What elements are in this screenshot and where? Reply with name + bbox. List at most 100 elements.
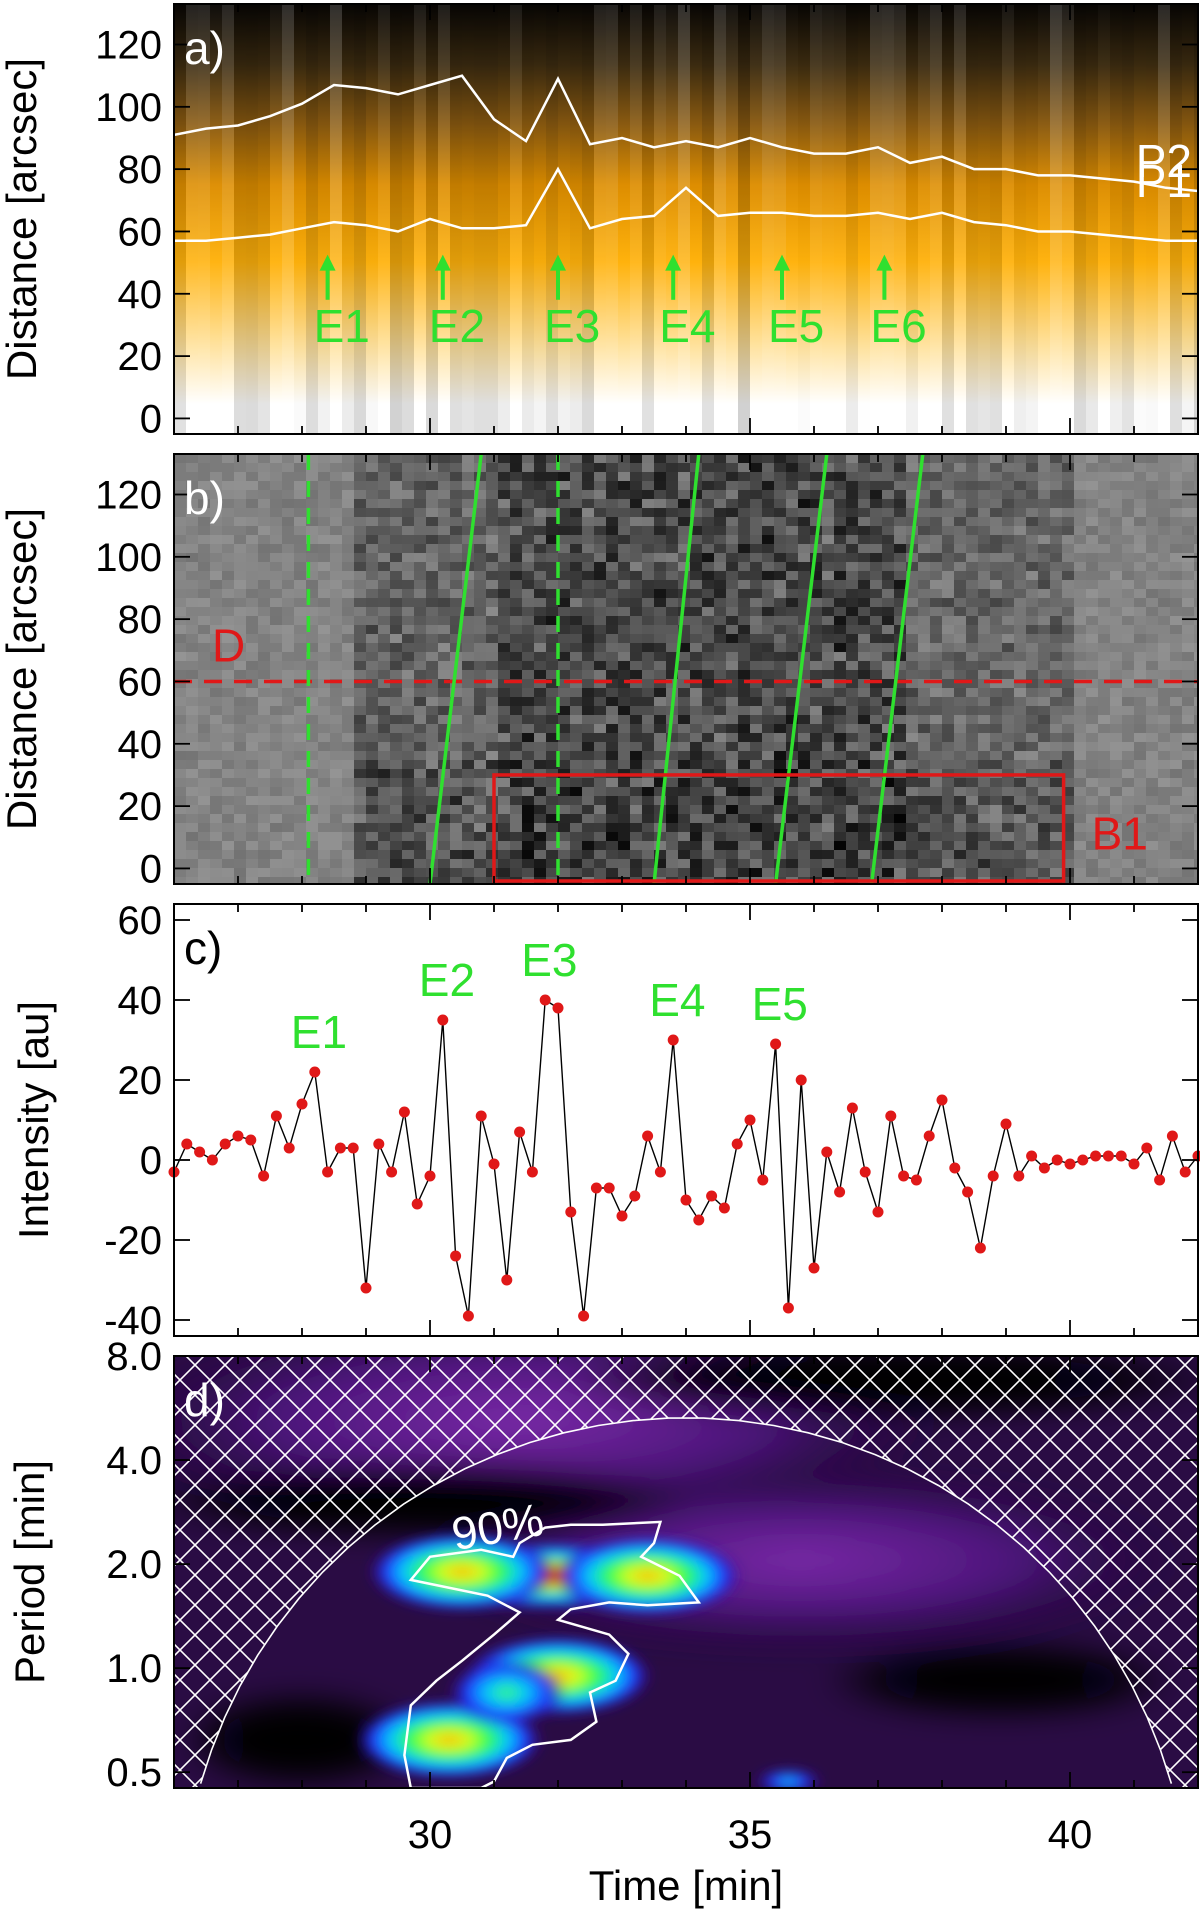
panel-b-cell (294, 562, 306, 571)
panel-b-cell (1182, 661, 1194, 670)
panel-b-cell (786, 679, 798, 688)
panel-b-cell (246, 832, 258, 841)
panel-b-cell (762, 616, 774, 625)
panel-b-cell (1158, 562, 1170, 571)
panel-b-cell (330, 625, 342, 634)
panel-b-cell (234, 877, 246, 884)
panel-b-cell (858, 796, 870, 805)
panel-b-cell (510, 697, 522, 706)
panel-b-cell (1146, 850, 1158, 859)
panel-b-cell (678, 859, 690, 868)
panel-b-cell (594, 823, 606, 832)
panel-b-cell (186, 769, 198, 778)
panel-b-cell (846, 787, 858, 796)
panel-b-cell (426, 643, 438, 652)
panel-b-cell (246, 589, 258, 598)
panel-b-cell (174, 481, 186, 490)
panel-b-cell (906, 490, 918, 499)
panel-b-cell (354, 616, 366, 625)
panel-a-stripe (1002, 4, 1014, 434)
panel-b-cell (414, 634, 426, 643)
panel-b-cell (294, 769, 306, 778)
intensity-point (949, 1162, 961, 1174)
panel-b-cell (894, 850, 906, 859)
panel-b-cell (270, 544, 282, 553)
panel-b-ylabel: Distance [arcsec] (0, 508, 45, 830)
panel-b-cell (1098, 859, 1110, 868)
panel-b-cell (714, 589, 726, 598)
panel-b-cell (1002, 562, 1014, 571)
panel-b-cell (750, 589, 762, 598)
panel-b-cell (330, 607, 342, 616)
panel-b-cell (366, 760, 378, 769)
panel-b-cell (642, 823, 654, 832)
panel-b-cell (306, 454, 318, 463)
panel-b-cell (414, 661, 426, 670)
panel-b-cell (690, 688, 702, 697)
panel-b-cell (546, 571, 558, 580)
panel-b-cell (762, 715, 774, 724)
panel-b-cell (726, 751, 738, 760)
panel-b-cell (474, 634, 486, 643)
panel-b-cell (990, 715, 1002, 724)
panel-b-cell (1086, 490, 1098, 499)
intensity-point (1128, 1158, 1140, 1170)
panel-b-cell (1038, 724, 1050, 733)
panel-b-cell (714, 643, 726, 652)
panel-b-cell (330, 490, 342, 499)
panel-b-cell (378, 670, 390, 679)
panel-b-cell (1014, 724, 1026, 733)
panel-b-cell (894, 742, 906, 751)
panel-b-cell (474, 841, 486, 850)
panel-b-cell (246, 508, 258, 517)
panel-b-cell (498, 544, 510, 553)
panel-b-cell (546, 544, 558, 553)
panel-b-cell (282, 625, 294, 634)
panel-b-cell (498, 778, 510, 787)
panel-b-cell (390, 706, 402, 715)
panel-b-cell (270, 832, 282, 841)
panel-b-cell (366, 616, 378, 625)
panel-b-cell (642, 715, 654, 724)
panel-b-cell (990, 499, 1002, 508)
panel-b-cell (1038, 868, 1050, 877)
panel-b-cell (282, 580, 294, 589)
panel-b-cell (774, 688, 786, 697)
panel-b-cell (858, 463, 870, 472)
panel-b-cell (942, 805, 954, 814)
panel-b-cell (258, 742, 270, 751)
panel-b-cell (558, 733, 570, 742)
panel-a-stripe (1158, 4, 1170, 434)
panel-b-cell (1110, 562, 1122, 571)
panel-b-cell (618, 463, 630, 472)
panel-b-cell (294, 472, 306, 481)
panel-b-cell (690, 814, 702, 823)
panel-b-cell (378, 742, 390, 751)
panel-b-cell (366, 598, 378, 607)
panel-b-cell (714, 571, 726, 580)
panel-b-cell (1074, 526, 1086, 535)
panel-b-cell (414, 697, 426, 706)
panel-b-cell (486, 472, 498, 481)
panel-b-cell (330, 733, 342, 742)
panel-b-cell (990, 463, 1002, 472)
panel-b-cell (714, 742, 726, 751)
panel-b-cell (1146, 787, 1158, 796)
panel-b-cell (726, 787, 738, 796)
panel-b-cell (174, 823, 186, 832)
panel-b-cell (630, 463, 642, 472)
panel-b-cell (366, 742, 378, 751)
panel-b-cell (222, 643, 234, 652)
panel-b-cell (966, 760, 978, 769)
panel-b-cell (1182, 805, 1194, 814)
panel-b-cell (606, 850, 618, 859)
panel-b-cell (450, 625, 462, 634)
panel-b-cell (330, 634, 342, 643)
intensity-point (1090, 1150, 1102, 1162)
panel-b-cell (582, 553, 594, 562)
panel-b-cell (306, 850, 318, 859)
panel-a-stripe (306, 4, 318, 434)
panel-b-cell (1122, 571, 1134, 580)
panel-b-cell (306, 751, 318, 760)
panel-b-cell (1086, 544, 1098, 553)
